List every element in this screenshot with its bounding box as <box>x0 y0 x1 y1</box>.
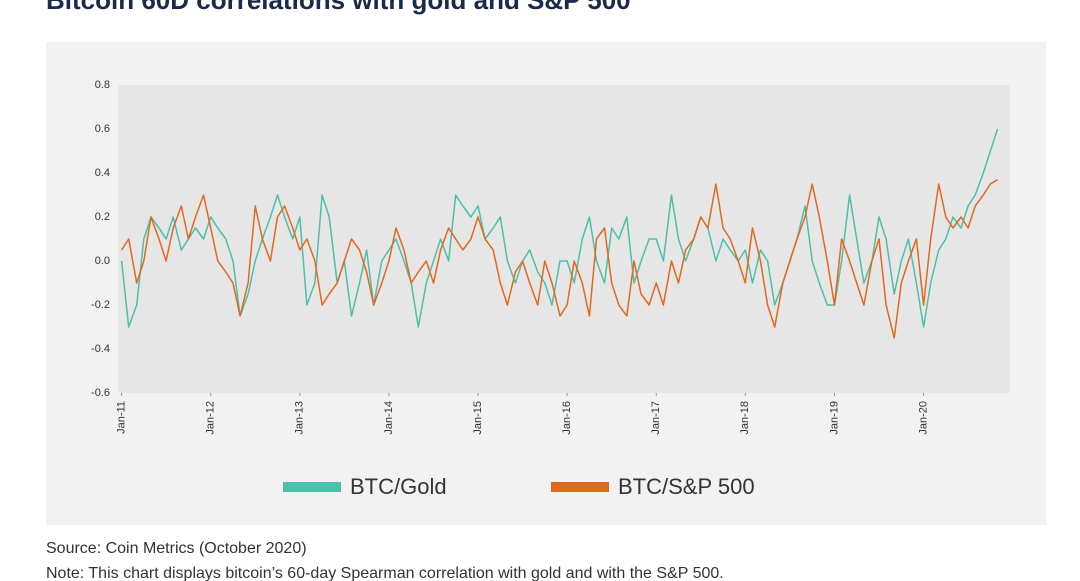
x-tick-label: Jan-13 <box>294 401 306 435</box>
x-tick-label: Jan-12 <box>205 401 217 435</box>
y-tick-label: -0.6 <box>91 387 110 399</box>
y-tick-label: 0.6 <box>95 123 110 135</box>
plot-area <box>118 85 1010 393</box>
y-tick-label: 0.2 <box>95 211 110 223</box>
x-tick-label: Jan-15 <box>472 401 484 435</box>
x-tick-label: Jan-16 <box>561 401 573 435</box>
y-tick-label: 0.4 <box>95 167 110 179</box>
x-tick-label: Jan-11 <box>115 401 127 434</box>
line-series <box>120 178 998 339</box>
y-tick-label: 0.0 <box>95 255 110 267</box>
y-tick-label: -0.4 <box>91 343 110 355</box>
y-tick-label: -0.2 <box>91 299 110 311</box>
source: Source: Coin Metrics (October 2020) <box>46 540 307 557</box>
x-tick-label: Jan-19 <box>828 401 840 435</box>
x-tick-label: Jan-17 <box>650 401 662 435</box>
x-tick-label: Jan-14 <box>383 401 395 435</box>
x-tick-label: Jan-18 <box>739 401 751 435</box>
x-tick-label: Jan-20 <box>917 401 929 435</box>
line-series <box>120 128 999 328</box>
chart-title: Bitcoin 60D correlations with gold and S… <box>46 0 631 15</box>
y-tick-label: 0.8 <box>95 79 110 91</box>
legend-label: BTC/S&P 500 <box>618 474 755 499</box>
note: Note: This chart displays bitcoin’s 60-d… <box>46 565 724 581</box>
legend-swatch <box>551 482 609 492</box>
legend-swatch <box>283 482 341 492</box>
legend-label: BTC/Gold <box>350 474 447 499</box>
